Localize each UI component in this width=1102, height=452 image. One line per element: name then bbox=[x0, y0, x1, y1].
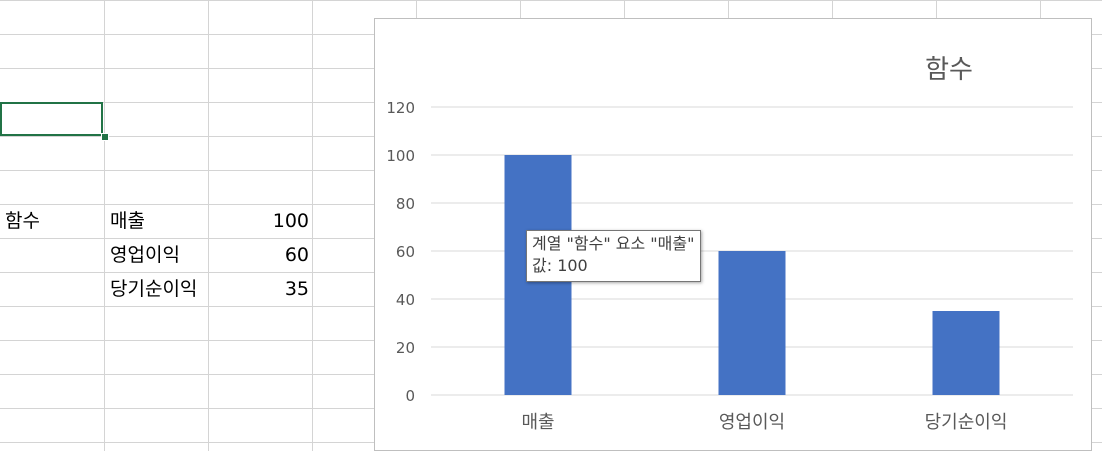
x-tick-label: 매출 bbox=[521, 412, 554, 433]
cell-series-header[interactable]: 함수 bbox=[5, 210, 40, 232]
column-border bbox=[104, 0, 105, 451]
column-border bbox=[312, 0, 313, 451]
y-tick-label: 0 bbox=[405, 387, 415, 405]
tooltip-series-line: 계열 "함수" 요소 "매출" bbox=[532, 234, 695, 253]
tooltip-value-line: 값: 100 bbox=[532, 256, 588, 275]
cell-value[interactable]: 60 bbox=[284, 244, 309, 266]
bar-chart[interactable]: 0 20 40 60 80 100 120 매출 영업이익 당기순이익 bbox=[375, 19, 1093, 452]
cell-category-label[interactable]: 당기순이익 bbox=[110, 278, 198, 300]
row-border bbox=[0, 0, 1102, 1]
column-border bbox=[208, 0, 209, 451]
y-tick-label: 80 bbox=[396, 195, 415, 213]
fill-handle[interactable] bbox=[101, 133, 109, 141]
y-tick-label: 40 bbox=[396, 291, 415, 309]
cell-value[interactable]: 100 bbox=[272, 210, 309, 232]
x-tick-label: 당기순이익 bbox=[925, 412, 1008, 433]
y-tick-label: 60 bbox=[396, 243, 415, 261]
chart-tooltip: 계열 "함수" 요소 "매출" 값: 100 bbox=[526, 230, 702, 282]
bar-영업이익[interactable] bbox=[718, 251, 786, 395]
y-tick-label: 100 bbox=[386, 147, 415, 165]
y-tick-label: 120 bbox=[386, 99, 415, 117]
y-tick-label: 20 bbox=[396, 339, 415, 357]
cell-category-label[interactable]: 매출 bbox=[110, 210, 145, 232]
bar-당기순이익[interactable] bbox=[932, 311, 1000, 395]
cell-category-label[interactable]: 영업이익 bbox=[110, 244, 180, 266]
cell-value[interactable]: 35 bbox=[284, 278, 309, 300]
x-tick-label: 영업이익 bbox=[719, 412, 785, 433]
chart-title[interactable]: 함수 bbox=[925, 55, 973, 85]
chart-area[interactable]: 0 20 40 60 80 100 120 매출 영업이익 당기순이익 함수 계열 "함수" 요소… bbox=[374, 18, 1092, 451]
active-cell-selection[interactable] bbox=[0, 102, 103, 136]
